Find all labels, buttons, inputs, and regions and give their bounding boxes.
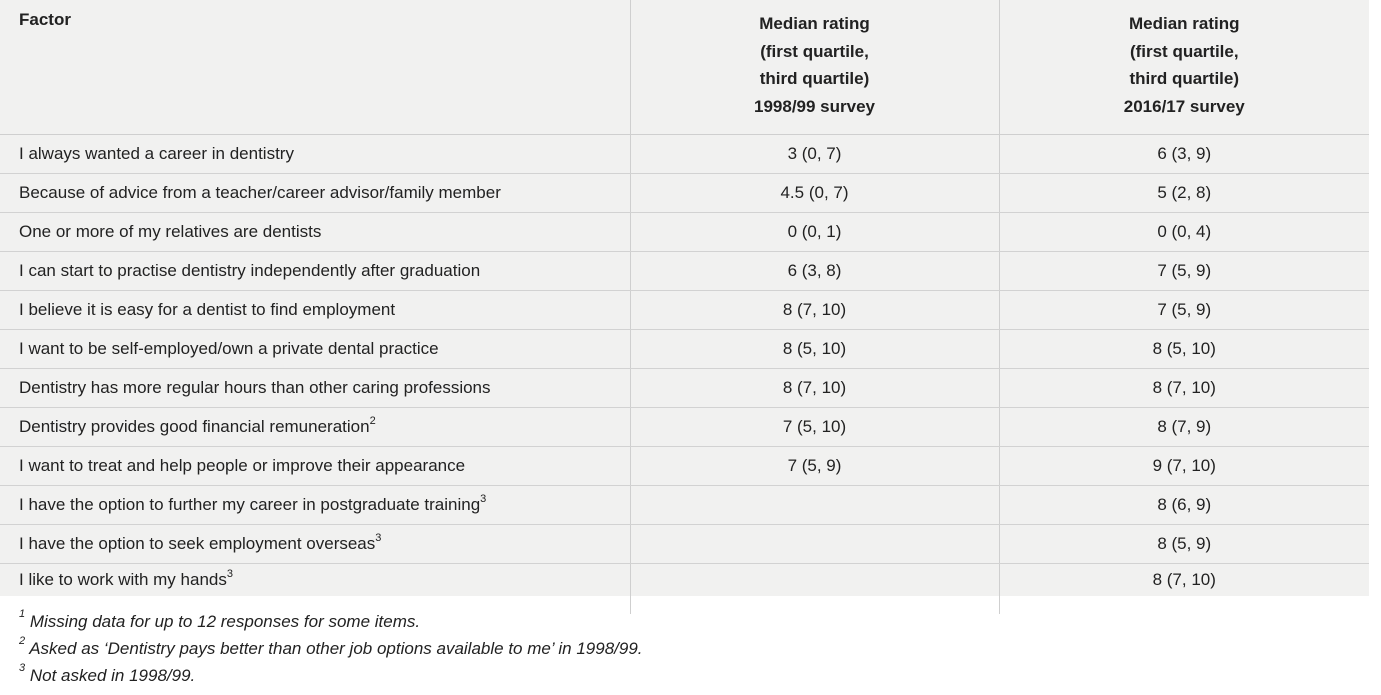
footnote: 3 Not asked in 1998/99. xyxy=(19,662,1359,689)
row-value-2016-17: 5 (2, 8) xyxy=(998,173,1369,213)
row-factor-text: I can start to practise dentistry indepe… xyxy=(19,261,481,280)
row-factor-text: Dentistry has more regular hours than ot… xyxy=(19,378,491,397)
row-value-1998-99: 8 (7, 10) xyxy=(629,368,999,408)
row-value-2016-17: 7 (5, 9) xyxy=(998,251,1369,291)
row-value-2016-17: 8 (5, 9) xyxy=(998,524,1369,564)
footnotes: 1 Missing data for up to 12 responses fo… xyxy=(19,608,1359,689)
row-value-1998-99: 7 (5, 9) xyxy=(629,446,999,486)
row-value-1998-99: 7 (5, 10) xyxy=(629,407,999,447)
row-value-2016-17: 8 (7, 10) xyxy=(998,563,1369,614)
table-row: Dentistry has more regular hours than ot… xyxy=(0,368,1369,408)
row-value-1998-99: 3 (0, 7) xyxy=(629,134,999,174)
ratings-table: Factor Median rating (first quartile, th… xyxy=(0,0,1369,614)
header-2016-17-line: third quartile) xyxy=(1129,69,1240,88)
footnote: 2 Asked as ‘Dentistry pays better than o… xyxy=(19,635,1359,662)
row-factor: One or more of my relatives are dentists xyxy=(0,212,630,252)
row-factor: Because of advice from a teacher/career … xyxy=(0,173,630,213)
row-value-2016-17: 8 (6, 9) xyxy=(998,485,1369,525)
row-factor-text: I like to work with my hands xyxy=(19,570,227,589)
row-value-2016-17: 6 (3, 9) xyxy=(998,134,1369,174)
row-value-1998-99 xyxy=(629,485,999,525)
row-value-1998-99: 8 (7, 10) xyxy=(629,290,999,330)
footnote-ref: 2 xyxy=(369,415,376,428)
row-factor: Dentistry has more regular hours than ot… xyxy=(0,368,630,408)
row-factor-text: I have the option to seek employment ove… xyxy=(19,534,376,553)
table-row: I want to be self-employed/own a private… xyxy=(0,329,1369,369)
row-value-2016-17: 9 (7, 10) xyxy=(998,446,1369,486)
row-value-2016-17: 0 (0, 4) xyxy=(998,212,1369,252)
row-value-1998-99 xyxy=(629,524,999,564)
row-value-1998-99: 8 (5, 10) xyxy=(629,329,999,369)
row-value-2016-17: 7 (5, 9) xyxy=(998,290,1369,330)
table-row: I have the option to further my career i… xyxy=(0,485,1369,525)
row-factor: I can start to practise dentistry indepe… xyxy=(0,251,630,291)
row-value-2016-17: 8 (7, 9) xyxy=(998,407,1369,447)
row-factor-text: I always wanted a career in dentistry xyxy=(19,144,294,163)
table-row: I like to work with my hands3 8 (7, 10) xyxy=(0,563,1369,615)
row-factor: I have the option to seek employment ove… xyxy=(0,524,630,564)
row-factor: I always wanted a career in dentistry xyxy=(0,134,630,174)
footnote-text: Asked as ‘Dentistry pays better than oth… xyxy=(29,639,643,658)
table-row: I always wanted a career in dentistry 3 … xyxy=(0,134,1369,174)
footnote-mark: 1 xyxy=(19,608,26,621)
table-row: I believe it is easy for a dentist to fi… xyxy=(0,290,1369,330)
row-value-1998-99: 4.5 (0, 7) xyxy=(629,173,999,213)
table-header-row: Factor Median rating (first quartile, th… xyxy=(0,0,1369,135)
ratings-table-container: Factor Median rating (first quartile, th… xyxy=(0,0,1369,614)
table-row: I have the option to seek employment ove… xyxy=(0,524,1369,564)
footnote-text: Not asked in 1998/99. xyxy=(29,666,196,685)
footnote-text: Missing data for up to 12 responses for … xyxy=(29,612,421,631)
row-value-1998-99: 6 (3, 8) xyxy=(629,251,999,291)
table-row: Dentistry provides good financial remune… xyxy=(0,407,1369,447)
footnote-ref: 3 xyxy=(480,493,487,506)
footnote: 1 Missing data for up to 12 responses fo… xyxy=(19,608,1359,635)
footnote-ref: 3 xyxy=(226,568,233,581)
row-factor: I have the option to further my career i… xyxy=(0,485,630,525)
header-1998-99-line: (first quartile, xyxy=(760,41,869,61)
header-2016-17-line: Median rating xyxy=(1128,14,1240,33)
row-factor: I believe it is easy for a dentist to fi… xyxy=(0,290,630,330)
row-factor: Dentistry provides good financial remune… xyxy=(0,407,630,447)
row-factor-text: I want to be self-employed/own a private… xyxy=(19,339,439,358)
table-row: I can start to practise dentistry indepe… xyxy=(0,251,1369,291)
row-value-2016-17: 8 (7, 10) xyxy=(998,368,1369,408)
footnote-mark: 2 xyxy=(19,635,26,648)
footnote-ref: 3 xyxy=(375,532,382,545)
row-factor: I want to treat and help people or impro… xyxy=(0,446,630,486)
row-value-1998-99 xyxy=(629,563,999,614)
row-factor: I like to work with my hands3 xyxy=(0,564,630,615)
table-row: Because of advice from a teacher/career … xyxy=(0,173,1369,213)
row-value-1998-99: 0 (0, 1) xyxy=(629,212,999,252)
row-factor-text: Because of advice from a teacher/career … xyxy=(19,183,501,202)
row-value-2016-17: 8 (5, 10) xyxy=(998,329,1369,369)
row-factor-text: Dentistry provides good financial remune… xyxy=(19,417,370,436)
row-factor-text: I have the option to further my career i… xyxy=(19,495,481,514)
header-1998-99-line: Median rating xyxy=(759,14,870,33)
header-1998-99: Median rating (first quartile, third qua… xyxy=(629,0,999,135)
footnote-mark: 3 xyxy=(19,662,26,675)
row-factor-text: One or more of my relatives are dentists xyxy=(19,222,322,241)
row-factor: I want to be self-employed/own a private… xyxy=(0,329,630,369)
header-2016-17: Median rating (first quartile, third qua… xyxy=(998,0,1369,135)
row-factor-text: I want to treat and help people or impro… xyxy=(19,456,466,475)
header-1998-99-line: third quartile) xyxy=(759,69,870,88)
table-row: I want to treat and help people or impro… xyxy=(0,446,1369,486)
table-row: One or more of my relatives are dentists… xyxy=(0,212,1369,252)
header-2016-17-line: 2016/17 survey xyxy=(1123,96,1245,116)
row-factor-text: I believe it is easy for a dentist to fi… xyxy=(19,300,396,319)
header-factor: Factor xyxy=(0,0,630,135)
header-2016-17-line: (first quartile, xyxy=(1129,41,1239,61)
header-1998-99-line: 1998/99 survey xyxy=(754,96,875,116)
